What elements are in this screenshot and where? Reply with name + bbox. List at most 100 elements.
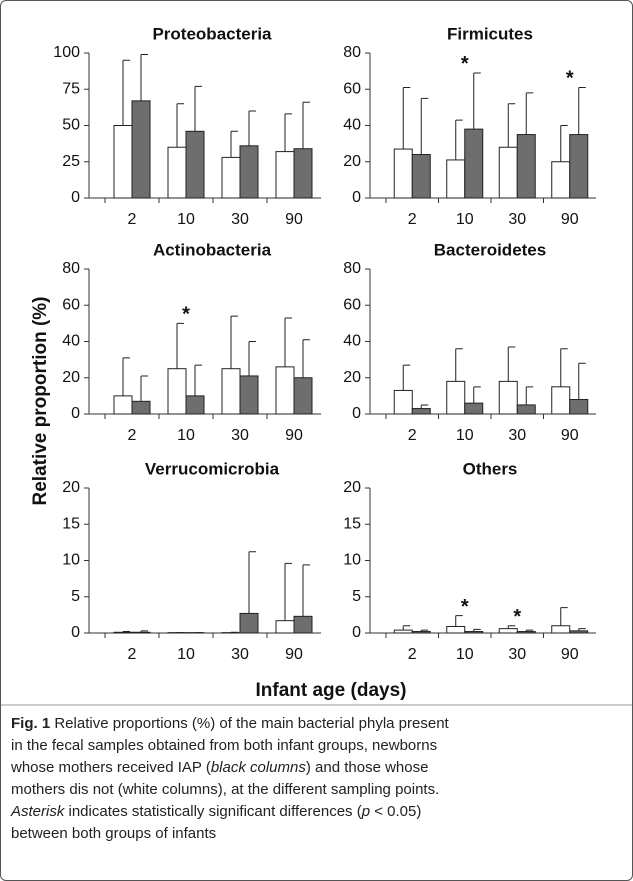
bar [411,631,431,634]
bar [516,631,536,634]
caption-text: black columns [210,759,306,776]
bar [569,630,589,634]
x-tick-label: 30 [231,646,249,663]
chart-grid: Relative proportion (%) Infant age (days… [1,24,632,706]
error-bar [194,364,202,396]
error-bar [402,86,411,150]
caption-line: Fig. 1 Relative proportions (%) of the m… [11,713,623,735]
error-bar [525,386,534,405]
bar [393,148,413,199]
y-tick-label: 60 [62,296,80,313]
chart-title: Firmicutes [447,24,533,43]
bar [293,615,313,634]
caption-text: < 0.05) [370,803,422,820]
chart-title: Bacteroidetes [434,240,546,259]
error-bar [248,341,256,376]
y-tick-label: 20 [343,153,361,170]
error-bar [525,92,534,135]
y-tick-label: 10 [62,552,80,569]
y-tick-label: 0 [352,405,361,422]
error-bar [420,404,429,409]
significance-marker: * [461,596,469,618]
error-bar [122,59,130,126]
bar [185,395,205,415]
error-bar [284,113,292,152]
bar [275,151,295,199]
caption-line: mothers dis not (white columns), at the … [11,779,623,801]
y-tick-label: 0 [352,189,361,206]
x-tick-label: 2 [128,427,137,444]
caption-text: between both groups of infants [11,825,217,842]
caption-text: mothers dis not (white columns), at the … [11,781,440,798]
bar [239,375,259,415]
error-bar [578,628,586,631]
bar [446,625,466,634]
error-bar [473,386,481,404]
error-bar [560,348,568,387]
bar [131,631,151,634]
error-bar [507,346,516,382]
error-bar [302,564,310,617]
error-bar [402,625,411,631]
x-tick-label: 2 [408,646,417,663]
error-bar [194,85,202,132]
bar [446,380,466,415]
x-tick-label: 10 [456,427,474,444]
caption: Fig. 1 Relative proportions (%) of the m… [11,713,623,845]
y-tick-label: 10 [343,552,361,569]
y-tick-label: 0 [71,189,80,206]
error-bar [248,551,256,614]
x-tick-label: 90 [285,646,303,663]
error-bar [140,375,148,402]
y-tick-label: 20 [343,479,361,496]
bar [551,625,571,634]
error-bar [302,101,310,149]
error-bar [402,364,411,391]
error-bar [455,615,463,627]
y-tick-label: 20 [62,479,80,496]
y-tick-label: 15 [343,515,361,532]
x-tick-label: 10 [177,427,195,444]
x-tick-label: 90 [285,211,303,228]
bar [131,100,151,199]
x-tick-label: 10 [177,211,195,228]
bar [393,629,413,634]
bar [275,620,295,634]
y-axis-label: Relative proportion (%) [30,296,51,505]
caption-text: whose mothers received IAP ( [11,759,211,776]
y-tick-label: 80 [343,44,361,61]
x-tick-label: 30 [231,427,249,444]
bar [464,402,484,415]
y-tick-label: 25 [62,153,80,170]
x-tick-label: 2 [128,646,137,663]
bar [239,145,259,199]
y-tick-label: 20 [62,369,80,386]
bar [464,631,484,634]
bar [464,128,484,199]
bar [569,399,589,415]
bar [167,368,187,415]
bar [411,408,431,415]
caption-text: in the fecal samples obtained from both … [11,737,438,754]
error-bar [420,629,429,632]
error-bar [578,362,586,400]
error-bar [230,130,238,158]
x-tick-label: 90 [285,427,303,444]
y-tick-label: 80 [343,260,361,277]
bar [185,130,205,199]
y-tick-label: 80 [62,260,80,277]
bar [498,628,518,634]
bar [221,368,241,415]
bar [551,386,571,415]
significance-marker: * [566,68,574,90]
bar [239,612,259,634]
error-bar [455,348,463,382]
y-tick-label: 5 [352,588,361,605]
bar [113,395,133,415]
x-tick-label: 2 [408,211,417,228]
x-axis-label: Infant age (days) [256,680,407,701]
x-tick-label: 30 [508,211,526,228]
error-bar [284,562,292,621]
caption-text: indicates statistically significant diff… [64,803,362,820]
y-tick-label: 100 [53,44,80,61]
